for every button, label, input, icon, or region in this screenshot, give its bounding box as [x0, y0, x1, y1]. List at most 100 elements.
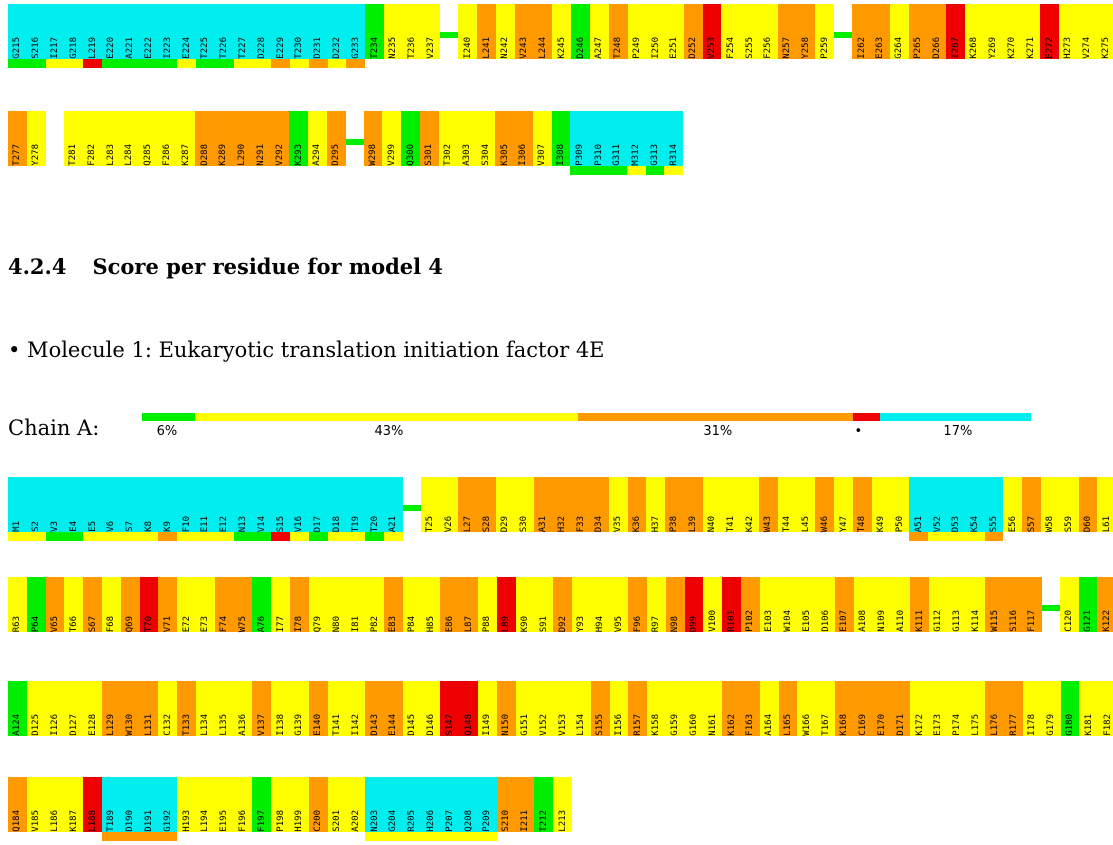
residue-label: D92: [557, 615, 568, 632]
residue-label: T212: [538, 810, 549, 832]
residue-cell: A164: [759, 681, 779, 745]
residue-label: K36: [631, 515, 642, 532]
residue-cell: W166: [797, 681, 817, 745]
residue-score-strip: [871, 59, 890, 68]
residue-label: P309: [574, 144, 585, 166]
residue-label: E103: [764, 610, 775, 632]
residue-label: W58: [1045, 515, 1056, 532]
residue-score-strip: [796, 532, 816, 541]
residue-label: W298: [367, 144, 378, 166]
residue-label: R157: [632, 714, 643, 736]
residue-score-strip: [327, 59, 347, 68]
residue-cell: K114: [966, 577, 986, 641]
residue-cell: H32: [552, 477, 572, 541]
residue-cell: L87: [459, 577, 478, 641]
residue-score-strip: [308, 832, 328, 841]
residue-label: L219: [87, 37, 98, 59]
residue-label: L241: [481, 37, 492, 59]
residue-label: P259: [819, 37, 830, 59]
residue-cell: D191: [139, 777, 159, 841]
residue-score-strip: [626, 166, 646, 175]
residue-score-strip: [1059, 532, 1079, 541]
residue-cell: N80: [327, 577, 347, 641]
residue-score-strip: [722, 632, 742, 641]
residue-cell: D295: [326, 111, 346, 175]
residue-score-strip: [401, 166, 420, 175]
residue-label: S216: [31, 37, 42, 59]
residue-label: V299: [386, 144, 397, 166]
residue-cell: P259: [815, 4, 835, 68]
residue-cell: S201: [327, 777, 347, 841]
residue-label: F254: [725, 37, 736, 59]
residue-cell: V26: [439, 477, 459, 541]
residue-score-strip: [891, 632, 911, 641]
residue-score-strip: [83, 832, 102, 841]
residue-label: L45: [801, 515, 812, 532]
residue-cell: L194: [195, 777, 215, 841]
residue-label: I81: [350, 615, 361, 632]
residue-label: S2: [31, 521, 42, 532]
residue-label: V26: [443, 515, 454, 532]
residue-label: V253: [707, 37, 718, 59]
quality-segment: [195, 413, 578, 421]
residue-label: M1: [12, 521, 23, 532]
residue-label: N80: [331, 615, 342, 632]
residue-score-strip: [966, 736, 986, 745]
residue-score-strip: [64, 59, 84, 68]
residue-cell: E83: [383, 577, 403, 641]
residue-label: K187: [68, 810, 79, 832]
residue-cell: W130: [120, 681, 140, 745]
residue-label: A51: [913, 515, 924, 532]
residue-label: G159: [670, 714, 681, 736]
residue-score-strip: [589, 532, 609, 541]
residue-score-strip: [684, 632, 704, 641]
residue-label: N257: [782, 37, 793, 59]
residue-cell: D246: [571, 4, 590, 68]
residue-score-strip: [534, 736, 554, 745]
residue-label: V274: [1082, 37, 1093, 59]
residue-label: T189: [106, 810, 117, 832]
residue-cell: V307: [532, 111, 552, 175]
residue-score-strip: [158, 59, 178, 68]
residue-label: Q184: [12, 810, 23, 832]
residue-score-strip: [741, 632, 760, 641]
residue-label: T230: [294, 37, 305, 59]
residue-label: E107: [839, 610, 850, 632]
residue-label: H206: [425, 810, 436, 832]
residue-label: R63: [12, 615, 23, 632]
residue-score-strip: [158, 532, 178, 541]
residue-score-strip: [646, 59, 666, 68]
molecule-line: • Molecule 1: Eukaryotic translation ini…: [8, 338, 605, 362]
residue-cell: S216: [26, 4, 46, 68]
residue-cell: L176: [985, 681, 1005, 745]
residue-cell: I156: [609, 681, 629, 745]
residue-label: N98: [670, 615, 681, 632]
residue-score-strip: [496, 736, 516, 745]
residue-score-strip: [627, 59, 647, 68]
residue-score-strip: [684, 736, 704, 745]
residue-label: R177: [1008, 714, 1019, 736]
residue-cell: T25: [420, 477, 440, 541]
residue-cell: K54: [965, 477, 985, 541]
residue-score-strip: [1060, 736, 1080, 745]
residue-cell: V152: [534, 681, 554, 745]
residue-label: L186: [49, 810, 60, 832]
residue-cell: F74: [214, 577, 234, 641]
residue-score-strip: [307, 166, 327, 175]
residue-score-strip: [271, 632, 290, 641]
residue-label: L283: [105, 144, 116, 166]
residue-label: T20: [369, 515, 380, 532]
residue-score-strip: [965, 59, 984, 68]
residue-score-strip: [440, 832, 460, 841]
residue-cell: G215: [8, 4, 27, 68]
residue-score-strip: [1078, 632, 1098, 641]
residue-cell: E170: [872, 681, 892, 745]
residue-score-strip: [740, 59, 760, 68]
residue-score-strip: [1023, 632, 1042, 641]
residue-cell: D228: [252, 4, 272, 68]
residue-cell: T236: [402, 4, 422, 68]
residue-label: K111: [914, 610, 925, 632]
residue-cell: I223: [158, 4, 178, 68]
residue-score-strip: [120, 632, 140, 641]
residue-row: R63 P64 V65 T66 S67 F68 Q69 T70 V71 E72 E73 F74 W75 A…: [8, 577, 1113, 641]
